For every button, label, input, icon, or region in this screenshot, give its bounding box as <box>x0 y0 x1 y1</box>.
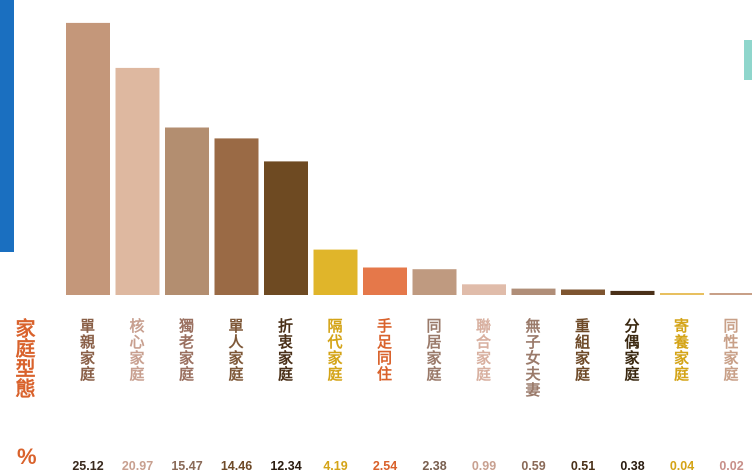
right-accent-mark <box>744 40 752 80</box>
category-label-9: 聯合家庭 <box>474 318 492 382</box>
value-label-7: 2.54 <box>373 459 397 473</box>
category-label-14: 同性家庭 <box>721 318 740 382</box>
bar-3 <box>165 127 209 295</box>
percent-symbol: % <box>17 444 37 469</box>
category-label-1: 單親家庭 <box>78 318 96 382</box>
category-label-10: 無子女夫妻 <box>523 318 542 398</box>
bar-5 <box>264 161 308 295</box>
category-label-3: 獨老家庭 <box>177 318 195 382</box>
value-label-14: 0.02 <box>719 459 743 473</box>
value-label-5: 12.34 <box>270 459 301 473</box>
category-label-12: 分偶家庭 <box>622 318 641 382</box>
value-label-4: 14.46 <box>221 459 252 473</box>
value-label-1: 25.12 <box>72 459 103 473</box>
value-label-2: 20.97 <box>122 459 153 473</box>
value-label-10: 0.59 <box>521 459 545 473</box>
bar-4 <box>214 138 259 295</box>
category-label-13: 寄養家庭 <box>672 318 690 382</box>
bar-8 <box>412 269 457 295</box>
value-label-13: 0.04 <box>670 459 694 473</box>
bar-14 <box>709 293 752 295</box>
bar-13 <box>660 293 704 295</box>
value-label-9: 0.99 <box>472 459 496 473</box>
left-accent-bar <box>0 0 14 252</box>
bar-12 <box>610 290 655 295</box>
category-label-8: 同居家庭 <box>424 318 443 382</box>
category-label-2: 核心家庭 <box>127 318 146 382</box>
bar-11 <box>561 289 605 295</box>
category-label-7: 手足同住 <box>375 318 393 382</box>
category-label-6: 隔代家庭 <box>325 318 344 382</box>
value-label-3: 15.47 <box>171 459 202 473</box>
bar-7 <box>363 267 407 295</box>
value-label-11: 0.51 <box>571 459 595 473</box>
category-axis-title: 家庭型態 <box>12 318 36 398</box>
bar-10 <box>511 288 556 295</box>
category-label-11: 重組家庭 <box>573 318 591 382</box>
bar-6 <box>313 249 358 295</box>
value-label-6: 4.19 <box>323 459 347 473</box>
value-label-8: 2.38 <box>422 459 446 473</box>
value-label-12: 0.38 <box>620 459 644 473</box>
category-label-5: 折衷家庭 <box>276 318 294 382</box>
bar-2 <box>115 67 160 296</box>
bar-9 <box>462 284 506 295</box>
category-label-4: 單人家庭 <box>226 318 245 382</box>
bar-1 <box>66 22 110 296</box>
